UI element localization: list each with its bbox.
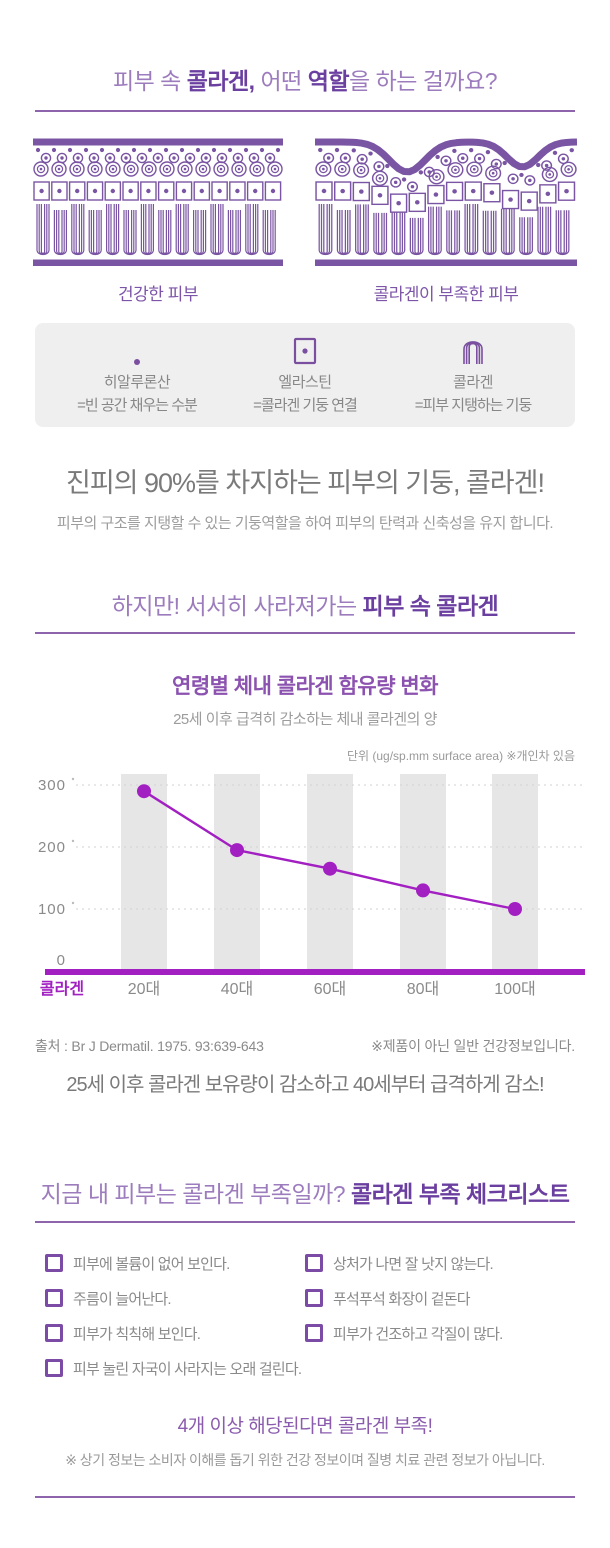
decline-title-bold: 피부 속 콜라겐 xyxy=(362,592,499,619)
chart-source: 출처 : Br J Dermatil. 1975. 93:639-643 xyxy=(35,1038,264,1055)
checklist-item-label: 상처가 나면 잘 낫지 않는다. xyxy=(333,1255,494,1273)
legend-item-elastin: 엘라스틴 =콜라겐 기둥 연결 xyxy=(221,334,389,415)
legend-name: 히알루론산 xyxy=(103,374,171,392)
header-divider xyxy=(35,109,575,112)
checklist-disclaimer: ※ 상기 정보는 소비자 이해를 돕기 위한 건강 정보이며 질병 치료 관련 … xyxy=(65,1451,545,1468)
checklist-item: 피부 눌린 자국이 사라지는 오래 걸린다. xyxy=(45,1358,305,1379)
svg-text:80대: 80대 xyxy=(407,980,440,998)
checklist-item: 주름이 늘어난다. xyxy=(45,1288,305,1309)
checkbox[interactable] xyxy=(45,1323,63,1342)
checklist-item-label: 피부 눌린 자국이 사라지는 오래 걸린다. xyxy=(73,1360,302,1378)
checklist: 피부에 볼륨이 없어 보인다. 주름이 늘어난다. 피부가 칙칙해 보인다. 피… xyxy=(0,1253,610,1393)
checklist-title-bold: 콜라겐 부족 체크리스트 xyxy=(350,1181,570,1208)
decline-title-text: 하지만! 서서히 사라져가는 xyxy=(111,592,363,619)
svg-text:60대: 60대 xyxy=(314,980,347,998)
checklist-item-label: 피부에 볼륨이 없어 보인다. xyxy=(73,1255,230,1273)
chart-note: ※제품이 아닌 일반 건강정보입니다. xyxy=(371,1038,575,1055)
role-headline: 진피의 90%를 차지하는 피부의 기둥, 콜라겐! xyxy=(66,467,545,498)
chart-footer: 출처 : Br J Dermatil. 1975. 93:639-643 ※제품… xyxy=(35,1036,575,1056)
checkbox[interactable] xyxy=(45,1358,63,1377)
deficient-skin-caption: 콜라겐이 부족한 피부 xyxy=(373,284,519,304)
checkbox[interactable] xyxy=(305,1288,323,1307)
chart-conclusion: 25세 이후 콜라겐 보유량이 감소하고 40세부터 급격하게 감소! xyxy=(66,1074,544,1097)
page-title-text-mid: 어떤 xyxy=(254,68,308,94)
checklist-item: 푸석푸석 화장이 겉돈다 xyxy=(305,1288,565,1309)
checkbox[interactable] xyxy=(45,1253,63,1272)
checklist-item: 피부가 건조하고 각질이 많다. xyxy=(305,1323,565,1344)
checklist-section-divider xyxy=(35,1220,575,1223)
page-title-bold-role: 역할 xyxy=(307,68,350,94)
checklist-title-text: 지금 내 피부는 콜라겐 부족일까? xyxy=(40,1181,351,1208)
hyaluronic-acid-dot-icon xyxy=(53,334,221,366)
page-title-bold-collagen: 콜라겐, xyxy=(186,68,255,94)
checkbox[interactable] xyxy=(45,1288,63,1307)
deficient-skin-panel: 콜라겐이 부족한 피부 xyxy=(315,136,577,305)
legend-item-hyaluronic-acid: 히알루론산 =빈 공간 채우는 수분 xyxy=(53,334,221,415)
svg-text:100: 100 xyxy=(38,901,66,918)
collagen-arch-icon xyxy=(389,334,557,366)
page-title-text-end: 을 하는 걸까요? xyxy=(349,68,498,94)
checklist-item: 상처가 나면 잘 낫지 않는다. xyxy=(305,1253,565,1274)
elastin-square-icon xyxy=(221,334,389,366)
checkbox[interactable] xyxy=(305,1253,323,1272)
decline-section-title: 하지만! 서서히 사라져가는 피부 속 콜라겐 xyxy=(0,593,610,621)
page-title-text: 피부 속 xyxy=(112,68,187,94)
collagen-age-chart: 0 100 200 300 20대 40대 60대 80대 100대 콜라겐 xyxy=(38,774,585,998)
role-subtext: 피부의 구조를 지탱할 수 있는 기둥역할을 하여 피부의 탄력과 신축성을 유… xyxy=(56,514,554,532)
legend-item-collagen: 콜라겐 =피부 지탱하는 기둥 xyxy=(389,334,557,415)
chart-area: 0 100 200 300 20대 40대 60대 80대 100대 콜라겐 xyxy=(0,766,610,1006)
svg-text:40대: 40대 xyxy=(221,980,254,998)
page-title: 피부 속 콜라겐, 어떤 역할을 하는 걸까요? xyxy=(0,68,610,96)
healthy-skin-panel: 건강한 피부 xyxy=(33,136,283,305)
svg-text:200: 200 xyxy=(38,839,66,856)
checkbox[interactable] xyxy=(305,1323,323,1342)
collagen-deficient-skin-illustration xyxy=(315,138,577,266)
decline-section-divider xyxy=(35,632,575,635)
legend-desc: =콜라겐 기둥 연결 xyxy=(253,397,358,415)
checklist-item-label: 주름이 늘어난다. xyxy=(73,1290,172,1308)
chart-title: 연령별 체내 콜라겐 함유량 변화 xyxy=(172,675,439,699)
checklist-item-label: 피부가 건조하고 각질이 많다. xyxy=(333,1325,503,1343)
svg-text:0: 0 xyxy=(57,952,66,969)
skin-components-legend: 히알루론산 =빈 공간 채우는 수분 엘라스틴 =콜라겐 기둥 연결 콜라겐 =… xyxy=(35,322,575,427)
skin-comparison: 건강한 피부 콜라겐이 부족한 피부 xyxy=(0,136,610,305)
svg-text:300: 300 xyxy=(38,777,66,794)
checklist-item-label: 푸석푸석 화장이 겉돈다 xyxy=(333,1290,471,1308)
legend-desc: =피부 지탱하는 기둥 xyxy=(414,397,533,415)
legend-desc: =빈 공간 채우는 수분 xyxy=(77,397,198,415)
bottom-spacer xyxy=(0,1498,610,1548)
chart-unit-note: 단위 (ug/sp.mm surface area) ※개인차 있음 xyxy=(346,749,575,764)
checklist-right-column: 상처가 나면 잘 낫지 않는다. 푸석푸석 화장이 겉돈다 피부가 건조하고 각… xyxy=(305,1253,565,1393)
checklist-item-label: 피부가 칙칙해 보인다. xyxy=(73,1325,201,1343)
checklist-result: 4개 이상 해당된다면 콜라겐 부족! xyxy=(177,1415,433,1437)
legend-name: 콜라겐 xyxy=(453,374,493,392)
legend-name: 엘라스틴 xyxy=(278,374,332,392)
checklist-left-column: 피부에 볼륨이 없어 보인다. 주름이 늘어난다. 피부가 칙칙해 보인다. 피… xyxy=(45,1253,305,1393)
healthy-skin-illustration xyxy=(33,138,283,266)
chart-subtitle: 25세 이후 급격히 감소하는 체내 콜라겐의 양 xyxy=(173,711,437,729)
checklist-item: 피부가 칙칙해 보인다. xyxy=(45,1323,305,1344)
svg-text:100대: 100대 xyxy=(494,980,535,998)
svg-text:20대: 20대 xyxy=(128,980,161,998)
checklist-item: 피부에 볼륨이 없어 보인다. xyxy=(45,1253,305,1274)
healthy-skin-caption: 건강한 피부 xyxy=(118,284,198,304)
checklist-section-title: 지금 내 피부는 콜라겐 부족일까? 콜라겐 부족 체크리스트 xyxy=(0,1181,610,1209)
svg-text:콜라겐: 콜라겐 xyxy=(40,980,84,998)
